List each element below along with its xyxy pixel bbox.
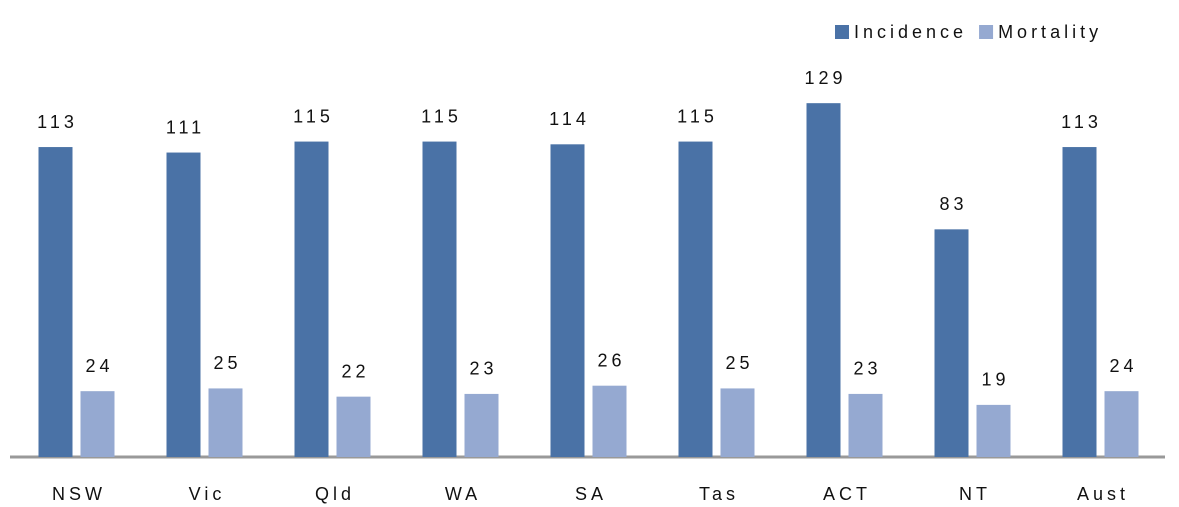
bar bbox=[934, 229, 969, 457]
bar bbox=[166, 152, 201, 458]
bar bbox=[592, 385, 627, 457]
data-label: 23 bbox=[853, 359, 881, 379]
bar bbox=[336, 396, 371, 457]
legend-label: Incidence bbox=[854, 22, 967, 42]
bar bbox=[550, 144, 585, 458]
x-tick-label: SA bbox=[575, 484, 607, 504]
data-label: 22 bbox=[341, 361, 369, 381]
data-label: 25 bbox=[725, 353, 753, 373]
data-label: 113 bbox=[37, 112, 78, 132]
legend-swatch bbox=[979, 25, 994, 39]
bar bbox=[678, 141, 713, 458]
legend-label: Mortality bbox=[998, 22, 1102, 42]
legend-swatch bbox=[835, 25, 849, 39]
x-tick-label: Vic bbox=[189, 484, 226, 504]
data-label: 25 bbox=[213, 353, 241, 373]
x-tick-label: Tas bbox=[699, 484, 739, 504]
x-tick-label: NSW bbox=[52, 484, 106, 504]
bar bbox=[464, 393, 499, 457]
x-tick-label: WA bbox=[445, 484, 481, 504]
bar bbox=[720, 388, 755, 457]
x-tick-label: Qld bbox=[315, 484, 355, 504]
bar bbox=[422, 141, 457, 458]
data-label: 23 bbox=[469, 359, 497, 379]
data-label: 115 bbox=[293, 106, 334, 126]
bar bbox=[80, 391, 115, 457]
data-label: 113 bbox=[1061, 112, 1102, 132]
bar bbox=[1104, 391, 1139, 457]
bar bbox=[806, 103, 841, 458]
data-label: 111 bbox=[166, 117, 205, 137]
bar bbox=[294, 141, 329, 458]
bar bbox=[38, 147, 73, 458]
x-tick-label: ACT bbox=[823, 484, 871, 504]
data-label: 26 bbox=[597, 350, 625, 370]
data-label: 114 bbox=[549, 109, 590, 129]
x-tick-label: NT bbox=[959, 484, 991, 504]
data-label: 24 bbox=[1109, 356, 1137, 376]
x-tick-label: Aust bbox=[1077, 484, 1129, 504]
data-label: 24 bbox=[85, 356, 113, 376]
bar bbox=[976, 404, 1011, 457]
data-label: 129 bbox=[804, 68, 846, 88]
data-label: 115 bbox=[677, 106, 718, 126]
data-label: 19 bbox=[981, 370, 1009, 390]
bar bbox=[208, 388, 243, 457]
data-label: 115 bbox=[421, 106, 462, 126]
bar bbox=[1062, 147, 1097, 458]
data-label: 83 bbox=[939, 194, 967, 214]
bar bbox=[848, 393, 883, 457]
